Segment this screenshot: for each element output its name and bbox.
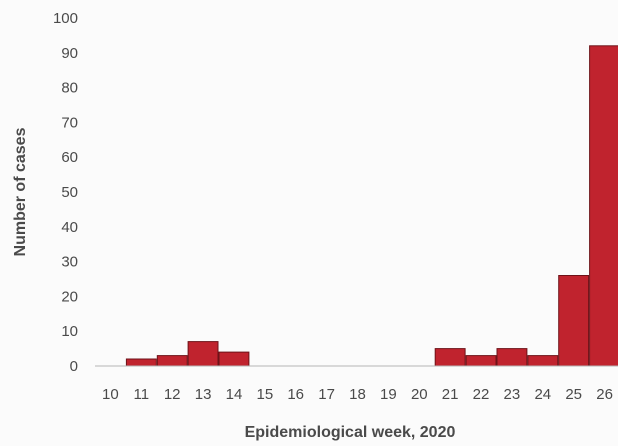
y-tick-labels: 0 10 20 30 40 50 60 70 80 90 100 bbox=[53, 10, 78, 375]
bar-week-26 bbox=[589, 45, 618, 367]
x-tick-label: 25 bbox=[565, 386, 582, 403]
x-tick-label: 21 bbox=[442, 386, 459, 403]
bar-week-25 bbox=[558, 275, 590, 367]
x-tick-label: 22 bbox=[473, 386, 490, 403]
y-tick-label: 10 bbox=[61, 323, 78, 340]
y-tick-label: 70 bbox=[61, 114, 78, 131]
x-tick-label: 23 bbox=[504, 386, 521, 403]
x-tick-label: 12 bbox=[164, 386, 181, 403]
bar-week-14 bbox=[218, 351, 250, 367]
y-tick-label: 0 bbox=[70, 358, 78, 375]
bar-week-24 bbox=[527, 355, 559, 367]
x-tick-label: 20 bbox=[411, 386, 428, 403]
y-tick-label: 100 bbox=[53, 10, 78, 27]
x-tick-label: 13 bbox=[195, 386, 212, 403]
x-tick-label: 26 bbox=[596, 386, 613, 403]
bar-week-13 bbox=[187, 341, 219, 367]
y-tick-label: 20 bbox=[61, 288, 78, 305]
bars-group bbox=[125, 45, 618, 367]
bar-week-23 bbox=[496, 348, 528, 367]
y-tick-label: 40 bbox=[61, 219, 78, 236]
bar-week-12 bbox=[156, 355, 188, 367]
x-tick-label: 24 bbox=[534, 386, 551, 403]
y-tick-label: 50 bbox=[61, 184, 78, 201]
bar-week-21 bbox=[434, 348, 466, 367]
y-axis-title: Number of cases bbox=[12, 127, 29, 256]
bar-week-22 bbox=[465, 355, 497, 367]
bar-week-11 bbox=[125, 358, 157, 367]
x-tick-label: 19 bbox=[380, 386, 397, 403]
x-tick-label: 14 bbox=[226, 386, 243, 403]
x-tick-label: 17 bbox=[318, 386, 335, 403]
x-tick-label: 11 bbox=[134, 386, 150, 403]
x-tick-label: 15 bbox=[257, 386, 274, 403]
x-tick-labels: 10 11 12 13 14 15 16 17 18 19 20 21 22 23 24 25 26 bbox=[102, 386, 613, 403]
y-tick-label: 90 bbox=[61, 45, 78, 62]
y-tick-label: 80 bbox=[61, 80, 78, 97]
x-tick-label: 10 bbox=[102, 386, 119, 403]
x-axis-title: Epidemiological week, 2020 bbox=[245, 424, 456, 441]
y-tick-label: 60 bbox=[61, 149, 78, 166]
x-tick-label: 16 bbox=[287, 386, 304, 403]
x-tick-label: 18 bbox=[349, 386, 366, 403]
y-tick-label: 30 bbox=[61, 254, 78, 271]
